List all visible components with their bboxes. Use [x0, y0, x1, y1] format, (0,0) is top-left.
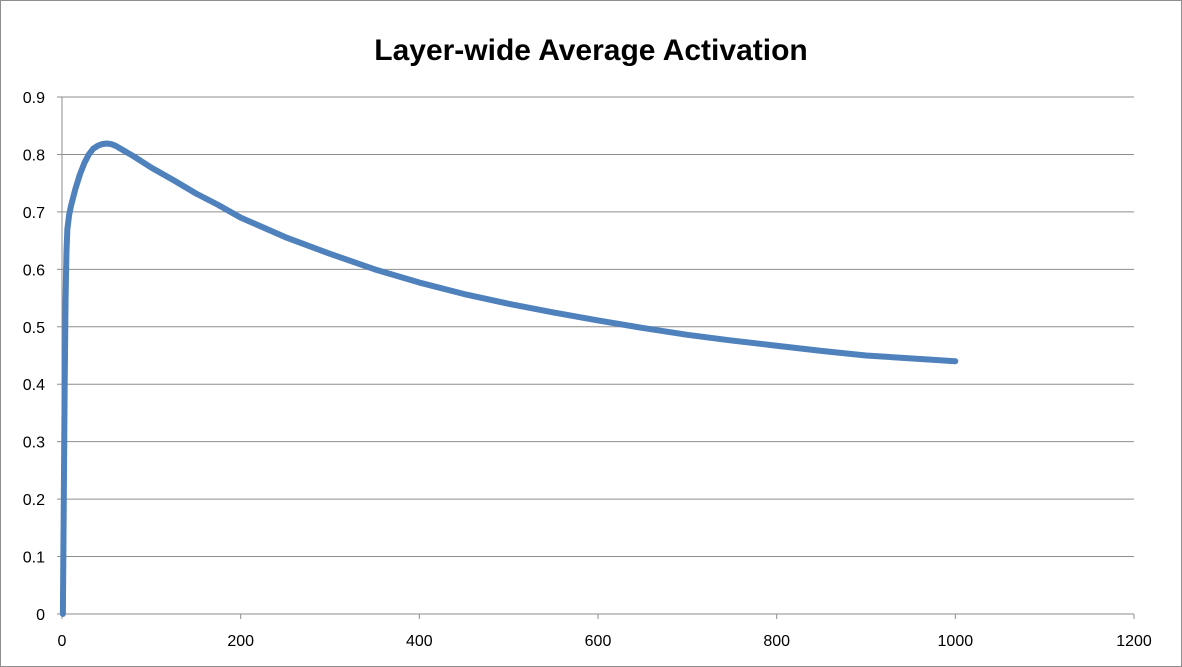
y-tick-label: 0.9	[23, 90, 45, 107]
y-tick-label: 0.3	[23, 435, 45, 452]
y-tick-label: 0.6	[23, 262, 45, 279]
x-tick-label: 1200	[1116, 633, 1152, 650]
series-line-0	[59, 140, 959, 617]
y-tick-label: 0	[36, 607, 45, 624]
y-tick-label: 0.5	[23, 320, 45, 337]
axes	[57, 96, 1135, 619]
x-tick-label: 800	[763, 633, 790, 650]
y-tick-label: 0.2	[23, 492, 45, 509]
chart-title: Layer-wide Average Activation	[374, 34, 807, 67]
y-tick-label: 0.8	[23, 147, 45, 164]
gridlines	[62, 96, 1134, 558]
x-tick-label: 1000	[938, 633, 974, 650]
series-layer	[59, 140, 959, 617]
tick-labels: 0 0.1 0.2 0.3 0.4 0.5 0.6 0.7 0.8 0.9 0 200 400 600 80…	[23, 90, 1152, 650]
y-tick-label: 0.1	[23, 550, 45, 567]
y-tick-label: 0.4	[23, 377, 45, 394]
x-tick-label: 400	[406, 633, 433, 650]
y-tick-label: 0.7	[23, 205, 45, 222]
x-tick-label: 200	[227, 633, 254, 650]
x-tick-label: 600	[585, 633, 612, 650]
x-tick-label: 0	[58, 633, 67, 650]
